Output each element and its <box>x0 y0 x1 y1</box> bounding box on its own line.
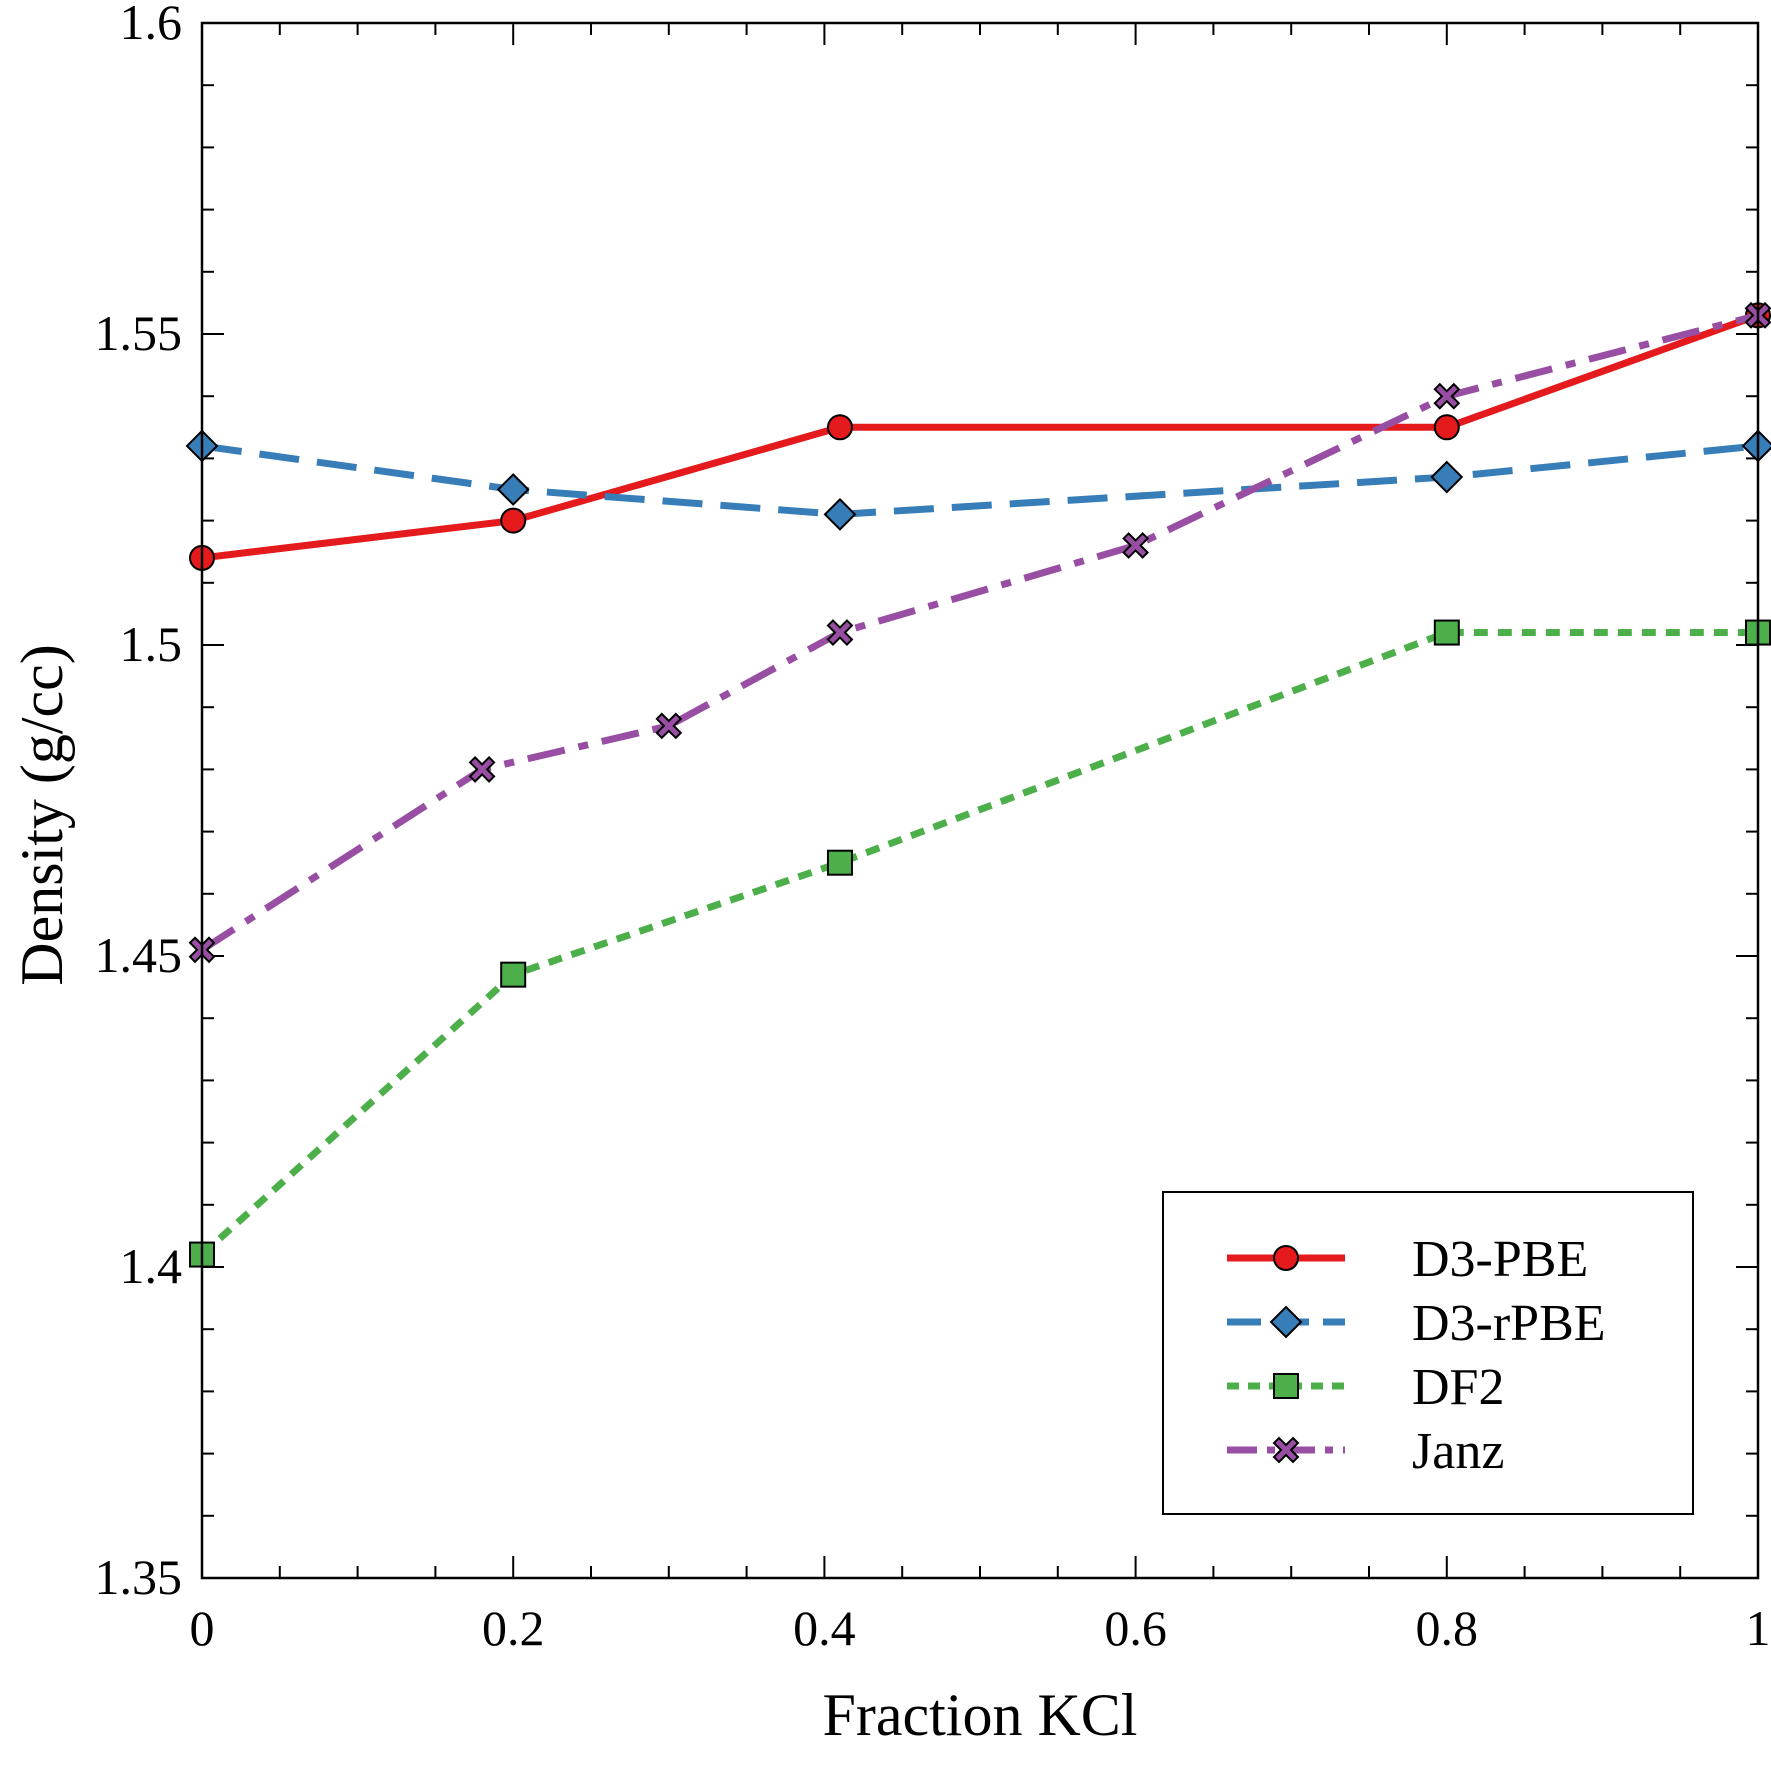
series-df2 <box>189 619 1771 1268</box>
data-point-df2 <box>1433 619 1460 646</box>
legend-marker-janz <box>1272 1436 1300 1464</box>
data-point-df2 <box>500 961 527 988</box>
data-point-d3-pbe <box>826 414 853 441</box>
x-tick-label: 0.8 <box>1416 1600 1479 1656</box>
legend-label: D3-rPBE <box>1412 1295 1606 1352</box>
series-line-d3-rpbe <box>201 442 1759 518</box>
x-tick-label: 0.2 <box>482 1600 545 1656</box>
data-point-janz <box>468 755 496 783</box>
y-tick-label: 1.5 <box>120 616 183 672</box>
y-tick-label: 1.4 <box>120 1238 183 1294</box>
series-line-df2 <box>199 629 1758 1258</box>
series-janz <box>188 301 1771 964</box>
plot-frame <box>200 21 1760 1580</box>
series-layer <box>185 301 1771 1268</box>
legend-box <box>1162 1191 1694 1515</box>
x-axis-label: Fraction KCl <box>823 1682 1138 1748</box>
data-point-janz <box>1122 532 1150 559</box>
legend-marker-d3-rpbe <box>1269 1305 1303 1339</box>
legend-item-df2: DF2 <box>1227 1359 1504 1416</box>
data-point-df2 <box>826 849 853 876</box>
legend-item-janz: Janz <box>1227 1423 1504 1480</box>
legend-marker-df2 <box>1273 1373 1299 1399</box>
series-d3-pbe <box>189 302 1771 571</box>
y-tick-label: 1.55 <box>95 305 183 361</box>
data-point-d3-pbe <box>500 507 527 534</box>
data-point-d3-rpbe <box>496 473 530 506</box>
tick-labels: 0 0.2 0.4 0.6 0.8 1 1.35 1.4 1.45 1.5 1.55 1.6 <box>95 0 1771 1656</box>
y-tick-label: 1.6 <box>120 0 183 50</box>
axis-ticks <box>201 22 1759 1579</box>
x-tick-label: 1 <box>1746 1600 1771 1656</box>
legend-label: Janz <box>1412 1423 1504 1480</box>
legend-label: DF2 <box>1412 1359 1504 1416</box>
data-point-janz <box>655 712 683 740</box>
legend-label: D3-PBE <box>1412 1231 1588 1288</box>
y-axis-label: Density (g/cc) <box>9 644 75 986</box>
x-tick-label: 0.6 <box>1104 1600 1167 1656</box>
legend-marker-d3-pbe <box>1273 1245 1299 1271</box>
x-tick-label: 0.4 <box>793 1600 856 1656</box>
data-point-janz <box>826 619 854 646</box>
data-point-d3-rpbe <box>823 497 857 531</box>
y-tick-label: 1.45 <box>95 927 183 983</box>
series-line-d3-pbe <box>201 312 1760 562</box>
legend-item-d3-pbe: D3-PBE <box>1227 1231 1588 1288</box>
data-point-d3-rpbe <box>1430 460 1464 494</box>
y-tick-label: 1.35 <box>95 1549 183 1605</box>
data-point-d3-pbe <box>1433 414 1460 441</box>
x-tick-label: 0 <box>190 1600 215 1656</box>
series-d3-rpbe <box>185 429 1771 531</box>
legend-item-d3-rpbe: D3-rPBE <box>1227 1295 1606 1352</box>
legend: D3-PBE D3-rPBE DF2 Janz <box>1162 1191 1694 1515</box>
data-point-janz <box>1433 382 1461 410</box>
